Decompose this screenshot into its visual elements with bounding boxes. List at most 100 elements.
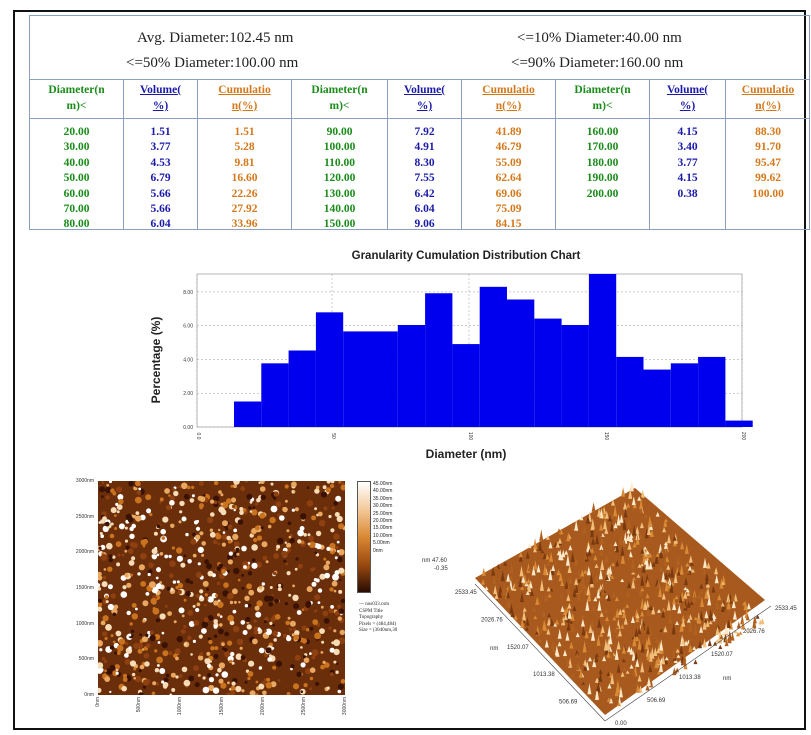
- surface-peak: [673, 533, 678, 544]
- surface-peak: [635, 612, 640, 619]
- surface-peak: [693, 659, 698, 665]
- surface-peak: [605, 616, 609, 622]
- surface-peak: [604, 510, 609, 519]
- surface-peak: [618, 533, 623, 545]
- surface-peak: [503, 561, 508, 566]
- surface-peak: [699, 625, 704, 633]
- surface-peak: [606, 671, 611, 677]
- surface-peak: [666, 564, 671, 570]
- z-top-label: nm 47.60: [422, 558, 448, 564]
- table-cell-diameter: 150.00: [323, 218, 356, 231]
- surface-peak: [613, 541, 618, 546]
- surface-peak: [590, 526, 595, 531]
- surface-peak: [707, 639, 712, 647]
- surface-peak: [638, 533, 643, 539]
- afm-y-tick: 1500nm: [75, 585, 94, 591]
- surface-peak: [631, 578, 636, 589]
- surface-peak: [689, 561, 694, 566]
- surface-peak: [632, 502, 637, 509]
- surface-peak: [702, 619, 707, 630]
- axis-left-line: [474, 583, 606, 722]
- unit-left: nm: [490, 646, 498, 652]
- bar-40: [288, 350, 316, 427]
- surface-peak: [583, 569, 588, 574]
- surface-peak: [690, 568, 695, 573]
- surface-peak: [610, 672, 615, 685]
- surface-peak: [522, 607, 527, 612]
- table-cell-volume: 9.06: [414, 218, 435, 231]
- afm-y-tick: 1000nm: [75, 620, 94, 627]
- surface-peak: [567, 609, 572, 619]
- surface-peak: [621, 609, 626, 613]
- bar-50: [315, 312, 344, 427]
- surface-peak: [587, 548, 592, 557]
- surface-peak: [646, 635, 651, 645]
- surface-peak: [686, 618, 691, 623]
- surface-peak: [731, 599, 736, 609]
- surface-peak: [525, 590, 530, 595]
- surface-peak: [627, 542, 632, 550]
- surface-peak: [611, 562, 616, 567]
- surface-peak: [732, 610, 737, 620]
- surface-peak: [616, 663, 621, 673]
- surface-peak: [615, 675, 620, 685]
- colorbar-labels: 45.00nm 40.00nm 35.00nm 30.00nm 25.00nm 20.00…: [373, 481, 392, 555]
- table-cell-cumulation: 62.64: [495, 172, 522, 185]
- surface-peak: [697, 591, 702, 600]
- surface-peak: [616, 701, 621, 707]
- surface-peak: [591, 604, 596, 611]
- surface-peak: [709, 613, 714, 621]
- surface-peak: [605, 620, 610, 625]
- axis-left-tick: 2026.76: [481, 617, 503, 623]
- surface-peak: [646, 651, 651, 661]
- surface-peak: [599, 523, 604, 531]
- surface-peak: [638, 592, 643, 597]
- surface-peak: [575, 652, 580, 658]
- axis-right-tick: 2026.76: [743, 629, 765, 635]
- surface-peak: [572, 605, 577, 612]
- surface-peak: [656, 582, 661, 589]
- surface-peak: [646, 525, 651, 535]
- surface-peak: [648, 561, 653, 570]
- surface-peak: [715, 600, 720, 609]
- bar-190: [698, 356, 726, 427]
- surface-peak: [706, 562, 711, 569]
- surface-peak: [664, 540, 669, 552]
- surface-peak: [673, 573, 678, 584]
- surface-peak: [520, 591, 524, 603]
- surface-peak: [675, 667, 680, 673]
- surface-peak: [586, 514, 590, 524]
- surface-peak: [596, 634, 601, 646]
- bar-80: [397, 325, 426, 427]
- surface-peak: [686, 613, 691, 619]
- surface-peak: [697, 613, 702, 624]
- column-header-cumulation: Cumulatio n(%): [726, 79, 810, 119]
- surface-peak: [574, 559, 579, 563]
- table-cell-diameter: 80.00: [63, 218, 90, 231]
- surface-peak: [622, 666, 627, 671]
- surface-peak: [654, 553, 659, 564]
- surface-peak: [620, 624, 625, 629]
- surface-peak: [681, 618, 686, 627]
- surface-peak: [626, 554, 631, 560]
- surface-peak: [522, 609, 526, 621]
- surface-peak: [570, 551, 575, 562]
- table-cell-volume: 6.42: [414, 187, 435, 200]
- surface-peak: [599, 548, 604, 556]
- surface-peak: [742, 601, 747, 606]
- table-cell-volume: 5.66: [150, 187, 171, 200]
- surface-peak: [703, 557, 707, 568]
- surface-peak: [703, 619, 708, 623]
- surface-peak: [557, 537, 562, 544]
- surface-peak: [640, 642, 645, 653]
- surface-peak: [637, 563, 642, 568]
- surface-peak: [547, 593, 552, 598]
- x-axis-label: Diameter (nm): [426, 447, 507, 461]
- surface-peak: [618, 608, 623, 615]
- colorbar-tick: 40.00nm: [373, 488, 393, 495]
- axis-right-tick: 1013.38: [679, 675, 701, 681]
- surface-peak: [738, 631, 743, 635]
- surface-peak: [676, 554, 681, 565]
- surface-peak: [747, 626, 751, 634]
- x-tick-label: 150: [603, 432, 609, 441]
